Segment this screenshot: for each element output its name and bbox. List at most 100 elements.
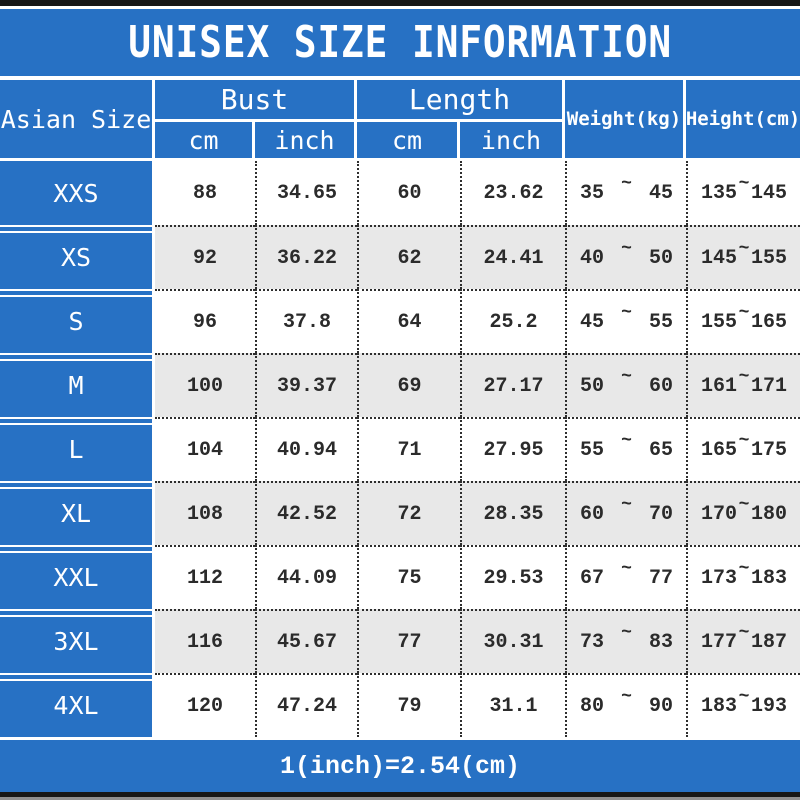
bust-inch-cell: 36.22	[255, 225, 357, 289]
height-min: 135	[701, 181, 738, 205]
length-cm-cell: 60	[357, 161, 460, 225]
height-max: 145	[750, 181, 787, 205]
height-max: 187	[750, 630, 787, 654]
height-range-cell: 177 ~ 187	[686, 609, 800, 673]
tilde-symbol: ~	[621, 431, 632, 451]
height-range-cell: 165 ~ 175	[686, 417, 800, 481]
header-asian-size: Asian Size	[0, 80, 155, 158]
weight-range-cell: 60 ~ 70	[565, 481, 686, 545]
header-bust-cm: cm	[155, 122, 255, 158]
header-bust-inch: inch	[255, 122, 357, 158]
length-inch-cell: 27.95	[460, 417, 565, 481]
header-length: Length	[357, 80, 565, 122]
bust-cm-cell: 108	[155, 481, 255, 545]
bust-inch-cell: 34.65	[255, 161, 357, 225]
tilde-symbol: ~	[621, 367, 632, 387]
length-cm-cell: 64	[357, 289, 460, 353]
weight-range-cell: 40 ~ 50	[565, 225, 686, 289]
height-max: 165	[750, 310, 787, 334]
bottom-black-bar	[0, 792, 800, 797]
weight-range-cell: 73 ~ 83	[565, 609, 686, 673]
length-inch-cell: 23.62	[460, 161, 565, 225]
weight-max: 90	[648, 694, 673, 718]
height-min: 145	[701, 246, 738, 270]
size-label: 3XL	[0, 609, 155, 673]
weight-min: 40	[580, 246, 605, 270]
tilde-symbol: ~	[738, 559, 750, 579]
table-row: 4XL 120 47.24 79 31.1 80 ~ 90 183 ~ 193	[0, 673, 800, 737]
length-inch-cell: 31.1	[460, 673, 565, 737]
height-range-cell: 173 ~ 183	[686, 545, 800, 609]
top-black-bar	[0, 0, 800, 6]
length-cm-cell: 75	[357, 545, 460, 609]
tilde-symbol: ~	[738, 367, 750, 387]
tilde-symbol: ~	[738, 495, 750, 515]
tilde-symbol: ~	[738, 239, 750, 259]
height-max: 183	[750, 566, 787, 590]
weight-min: 67	[580, 566, 605, 590]
bust-cm-cell: 104	[155, 417, 255, 481]
height-min: 170	[701, 502, 738, 526]
bust-cm-cell: 112	[155, 545, 255, 609]
height-range-cell: 161 ~ 171	[686, 353, 800, 417]
tilde-symbol: ~	[621, 303, 632, 323]
bust-inch-cell: 40.94	[255, 417, 357, 481]
height-max: 193	[750, 694, 787, 718]
height-range-cell: 135 ~ 145	[686, 161, 800, 225]
height-min: 173	[701, 566, 738, 590]
bust-inch-cell: 37.8	[255, 289, 357, 353]
length-inch-cell: 28.35	[460, 481, 565, 545]
weight-range-cell: 80 ~ 90	[565, 673, 686, 737]
weight-min: 35	[580, 181, 605, 205]
height-min: 161	[701, 374, 738, 398]
size-label: M	[0, 353, 155, 417]
height-range-cell: 145 ~ 155	[686, 225, 800, 289]
table-row: S 96 37.8 64 25.2 45 ~ 55 155 ~ 165	[0, 289, 800, 353]
length-inch-cell: 29.53	[460, 545, 565, 609]
bust-inch-cell: 47.24	[255, 673, 357, 737]
size-label: XXS	[0, 161, 155, 225]
weight-max: 77	[648, 566, 673, 590]
bust-inch-cell: 45.67	[255, 609, 357, 673]
length-cm-cell: 71	[357, 417, 460, 481]
weight-range-cell: 50 ~ 60	[565, 353, 686, 417]
size-label: XS	[0, 225, 155, 289]
weight-min: 55	[580, 438, 605, 462]
size-label: 4XL	[0, 673, 155, 737]
height-max: 171	[750, 374, 787, 398]
weight-max: 45	[648, 181, 673, 205]
tilde-symbol: ~	[738, 174, 750, 194]
length-inch-cell: 24.41	[460, 225, 565, 289]
weight-range-cell: 67 ~ 77	[565, 545, 686, 609]
height-max: 175	[750, 438, 787, 462]
height-range-cell: 170 ~ 180	[686, 481, 800, 545]
tilde-symbol: ~	[738, 623, 750, 643]
title-banner: UNISEX SIZE INFORMATION	[0, 9, 800, 76]
tilde-symbol: ~	[621, 239, 632, 259]
weight-range-cell: 55 ~ 65	[565, 417, 686, 481]
tilde-symbol: ~	[621, 687, 632, 707]
length-cm-cell: 69	[357, 353, 460, 417]
length-inch-cell: 25.2	[460, 289, 565, 353]
weight-min: 45	[580, 310, 605, 334]
weight-max: 70	[648, 502, 673, 526]
tilde-symbol: ~	[738, 303, 750, 323]
bust-cm-cell: 88	[155, 161, 255, 225]
table-row: XXL 112 44.09 75 29.53 67 ~ 77 173 ~ 183	[0, 545, 800, 609]
size-label: XXL	[0, 545, 155, 609]
header-bust: Bust	[155, 80, 357, 122]
weight-max: 65	[648, 438, 673, 462]
weight-max: 55	[648, 310, 673, 334]
length-cm-cell: 79	[357, 673, 460, 737]
table-row: M 100 39.37 69 27.17 50 ~ 60 161 ~ 171	[0, 353, 800, 417]
height-min: 183	[701, 694, 738, 718]
weight-range-cell: 35 ~ 45	[565, 161, 686, 225]
height-max: 180	[750, 502, 787, 526]
tilde-symbol: ~	[621, 495, 632, 515]
table-header: Asian Size Bust Length Weight(kg) Height…	[0, 80, 800, 158]
table-body: XXS 88 34.65 60 23.62 35 ~ 45 135 ~ 145 …	[0, 161, 800, 737]
bottom-gray-strip	[0, 797, 800, 800]
tilde-symbol: ~	[738, 687, 750, 707]
bust-cm-cell: 96	[155, 289, 255, 353]
